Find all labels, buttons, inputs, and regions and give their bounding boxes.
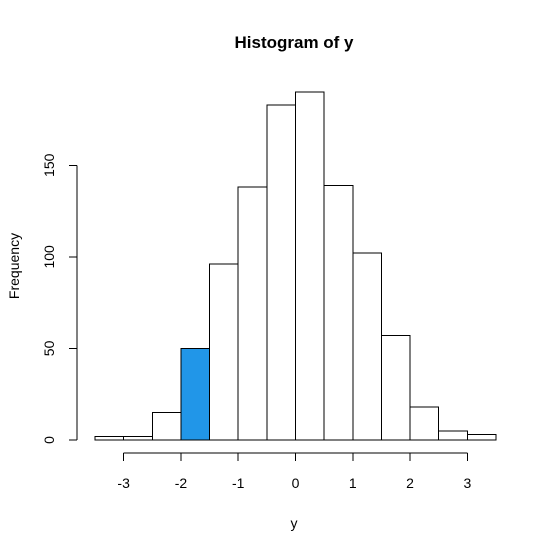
histogram-bar bbox=[409, 406, 440, 441]
y-axis: 0 50 100 150 bbox=[41, 153, 78, 444]
y-tick-label: 0 bbox=[41, 436, 57, 444]
histogram-bar bbox=[266, 104, 297, 441]
x-tick-label: -1 bbox=[232, 475, 245, 491]
y-tick-label: 150 bbox=[41, 153, 57, 177]
x-axis-label: y bbox=[291, 515, 298, 531]
chart-title: Histogram of y bbox=[234, 33, 354, 52]
y-axis-label: Frequency bbox=[6, 233, 22, 299]
histogram-bar bbox=[352, 252, 382, 441]
y-tick-label: 50 bbox=[41, 340, 57, 356]
histogram-bar bbox=[466, 434, 497, 441]
histogram-bar bbox=[438, 430, 468, 441]
histogram-bar bbox=[151, 412, 182, 441]
x-tick-label: 3 bbox=[463, 475, 471, 491]
y-tick-label: 100 bbox=[41, 245, 57, 269]
histogram-bar bbox=[123, 435, 153, 441]
histogram-bar bbox=[380, 335, 411, 441]
histogram-bar bbox=[94, 435, 125, 441]
histogram-bar-highlighted bbox=[180, 347, 211, 441]
x-tick-label: 1 bbox=[349, 475, 357, 491]
x-tick-label: 2 bbox=[406, 475, 414, 491]
histogram-bar bbox=[323, 184, 354, 441]
x-tick-label: -3 bbox=[117, 475, 130, 491]
x-tick-label: 0 bbox=[292, 475, 300, 491]
histogram-bar bbox=[237, 186, 268, 441]
histogram-bar bbox=[295, 91, 325, 441]
x-axis: -3 -2 -1 0 1 2 3 bbox=[117, 452, 471, 491]
histogram-bar bbox=[209, 263, 239, 441]
histogram-bars bbox=[94, 91, 497, 441]
x-tick-label: -2 bbox=[175, 475, 188, 491]
